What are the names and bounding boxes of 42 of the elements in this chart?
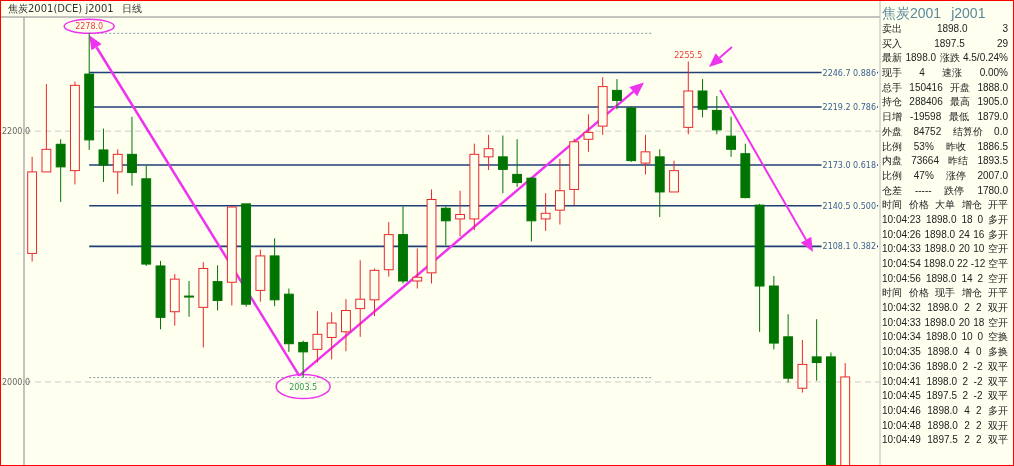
text: 买入 1897.5 29 [882, 37, 1008, 49]
text: 最新 1898.0 涨跌 4.5/0.24% [882, 51, 1008, 66]
ref-line-label: 2246.7 0.886 [822, 68, 876, 78]
ref-line-label: 2173.0 0.618 [822, 160, 876, 170]
text: 10:04:49 1897.5 2 2 双平 [882, 433, 1008, 448]
text: 总手 150416 开盘 1888.0 [882, 80, 1008, 95]
chart-title: 焦炭2001(DCE) j2001 [8, 3, 114, 14]
text: 10:04:36 1898.0 2 -2 双平 [882, 359, 1008, 374]
y-tick-label: 2200.0 [2, 127, 30, 137]
text: 10:04:34 1898.0 10 0 空换 [882, 330, 1008, 345]
text: 10:04:46 1898.0 4 2 多开 [882, 403, 1008, 418]
text: 焦炭2001 j2001 [882, 4, 986, 22]
text: 10:04:56 1898.0 14 2 空开 [882, 271, 1008, 286]
text: 现手 4 速涨 0.00% [882, 67, 1008, 79]
text: 比例 53% 昨收 1886.5 [882, 139, 1008, 154]
y-tick-label: 2000.0 [2, 377, 30, 387]
text: 10:04:45 1897.5 2 -2 双平 [882, 389, 1008, 404]
ref-line-label: 2219.2 0.786 [822, 103, 876, 113]
text: 10:04:41 1898.0 2 -2 双平 [882, 374, 1008, 389]
text: 仓差 ----- 跌停 1780.0 [882, 184, 1008, 196]
text: 比例 47% 涨停 2007.0 [882, 168, 1008, 183]
text: 持仓 288406 最高 1905.0 [882, 95, 1008, 110]
text: 时间 价格 大单 增仓 开平 [882, 198, 1008, 213]
text: 10:04:26 1898.0 24 16 多开 [882, 227, 1008, 242]
text: 卖出 1898.0 3 [882, 23, 1008, 34]
annotation: 2278.0 [75, 22, 104, 32]
text: 10:04:33 1898.0 20 18 空开 [882, 315, 1008, 330]
text: 时间 价格 现手 增仓 开平 [882, 286, 1008, 301]
text: 10:04:32 1898.0 2 2 双开 [882, 301, 1008, 316]
text: 10:04:35 1898.0 4 0 多换 [882, 345, 1008, 360]
text: 10:04:48 1898.0 2 2 双开 [882, 418, 1008, 433]
text: 10:04:33 1898.0 20 10 空开 [882, 242, 1008, 257]
text: 10:04:54 1898.0 22 -12 空平 [882, 257, 1008, 271]
ref-line-label: 2108.1 0.382 [822, 242, 876, 252]
text: 日增 -19598 最低 1879.0 [882, 110, 1008, 125]
text: 10:04:23 1898.0 18 0 多开 [882, 212, 1008, 227]
text: 外盘 84752 结算价 0.0 [882, 124, 1008, 139]
chart-subtitle: 日线 [121, 3, 142, 14]
annotation: 2003.5 [289, 382, 318, 392]
annotation: 2255.5 [674, 50, 703, 60]
text: 内盘 73664 昨结 1893.5 [882, 154, 1008, 169]
ref-line-label: 2140.5 0.500 [822, 201, 876, 211]
